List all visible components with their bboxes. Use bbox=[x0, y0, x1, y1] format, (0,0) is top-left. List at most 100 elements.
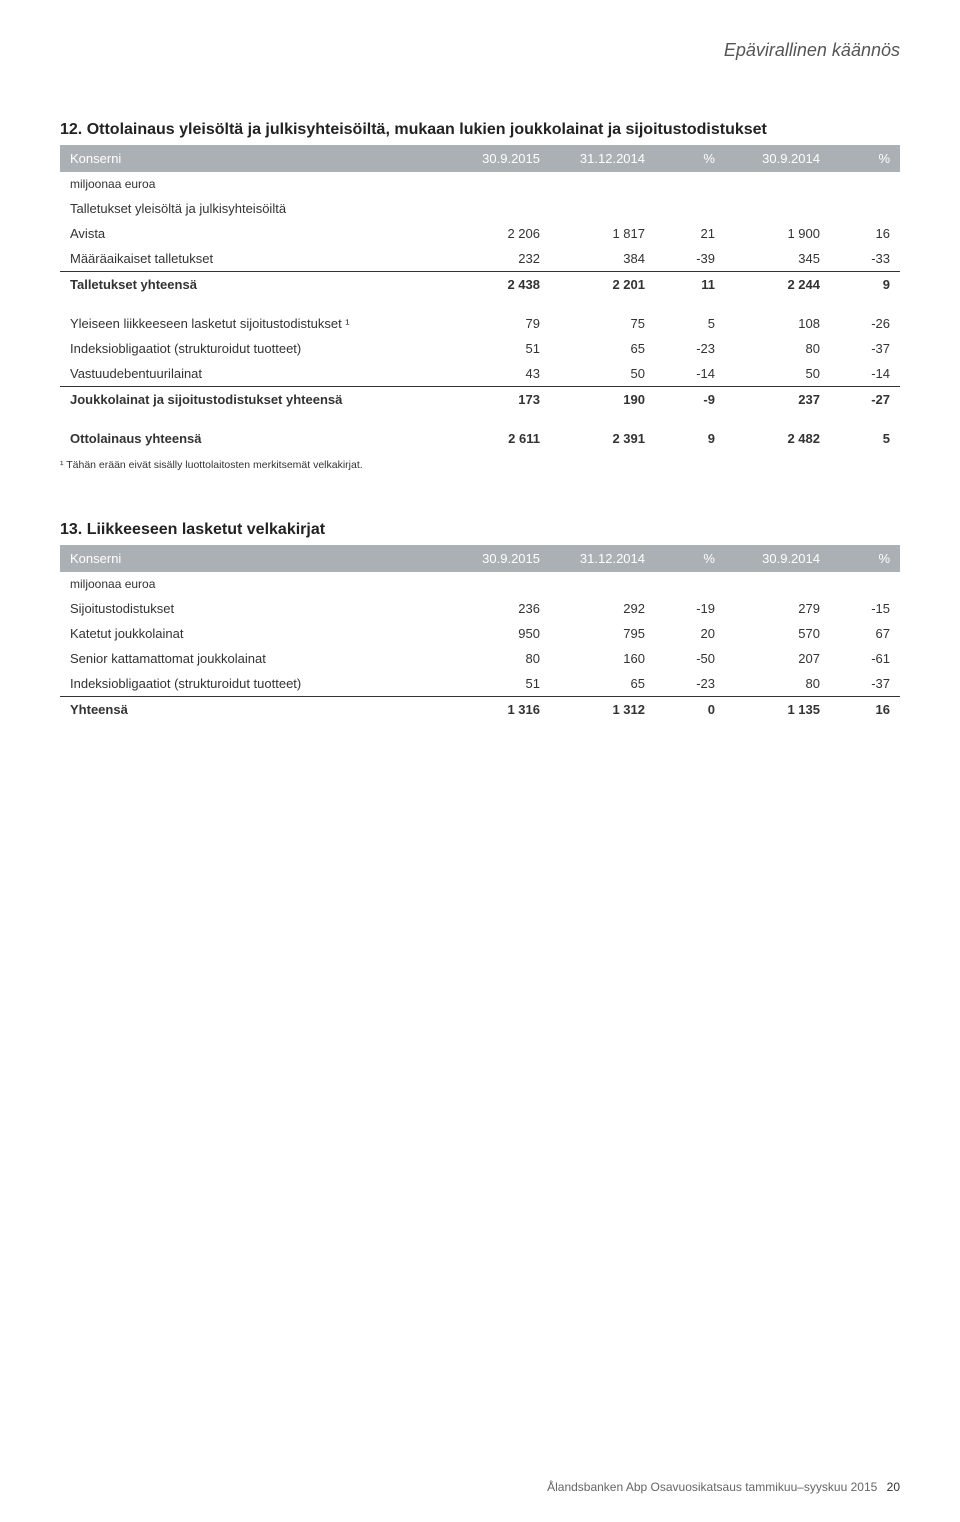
cell: 11 bbox=[655, 272, 725, 298]
cell: 0 bbox=[655, 697, 725, 723]
table13-total-row: Yhteensä 1 316 1 312 0 1 135 16 bbox=[60, 697, 900, 723]
cell-label: Talletukset yhteensä bbox=[60, 272, 445, 298]
cell: 5 bbox=[830, 426, 900, 451]
cell: 570 bbox=[725, 621, 830, 646]
cell: -23 bbox=[655, 671, 725, 697]
cell: -39 bbox=[655, 246, 725, 272]
table-row: Avista 2 206 1 817 21 1 900 16 bbox=[60, 221, 900, 246]
cell: -19 bbox=[655, 596, 725, 621]
cell-label: Senior kattamattomat joukkolainat bbox=[60, 646, 445, 671]
col-konserni: Konserni bbox=[60, 145, 445, 172]
cell: 190 bbox=[550, 387, 655, 413]
table12-footnote: ¹ Tähän erään eivät sisälly luottolaitos… bbox=[60, 459, 900, 471]
table-row: Määräaikaiset talletukset 232 384 -39 34… bbox=[60, 246, 900, 272]
page: Epävirallinen käännös 12. Ottolainaus yl… bbox=[0, 0, 960, 1522]
cell: -27 bbox=[830, 387, 900, 413]
col-d2: 31.12.2014 bbox=[550, 145, 655, 172]
cell: 160 bbox=[550, 646, 655, 671]
cell: 384 bbox=[550, 246, 655, 272]
subheader-row: miljoonaa euroa bbox=[60, 172, 900, 196]
table-row: Senior kattamattomat joukkolainat 80 160… bbox=[60, 646, 900, 671]
cell: 345 bbox=[725, 246, 830, 272]
table13: Konserni 30.9.2015 31.12.2014 % 30.9.201… bbox=[60, 545, 900, 722]
col-d1: 30.9.2015 bbox=[445, 145, 550, 172]
cell: 2 244 bbox=[725, 272, 830, 298]
subheader: miljoonaa euroa bbox=[60, 172, 445, 196]
cell: 2 391 bbox=[550, 426, 655, 451]
cell: 1 817 bbox=[550, 221, 655, 246]
cell-label: Yleiseen liikkeeseen lasketut sijoitusto… bbox=[60, 311, 445, 336]
cell: -37 bbox=[830, 671, 900, 697]
cell-label: Vastuudebentuurilainat bbox=[60, 361, 445, 387]
cell: 237 bbox=[725, 387, 830, 413]
cell: -61 bbox=[830, 646, 900, 671]
col-p2: % bbox=[830, 145, 900, 172]
table-row-subtotal: Joukkolainat ja sijoitustodistukset yhte… bbox=[60, 387, 900, 413]
cell: 65 bbox=[550, 671, 655, 697]
cell: 1 316 bbox=[445, 697, 550, 723]
col-konserni: Konserni bbox=[60, 545, 445, 572]
table12-total-row: Ottolainaus yhteensä 2 611 2 391 9 2 482… bbox=[60, 426, 900, 451]
col-d3: 30.9.2014 bbox=[725, 145, 830, 172]
cell-label: Katetut joukkolainat bbox=[60, 621, 445, 646]
cell-label: Joukkolainat ja sijoitustodistukset yhte… bbox=[60, 387, 445, 413]
cell: 50 bbox=[725, 361, 830, 387]
col-p1: % bbox=[655, 145, 725, 172]
cell: 5 bbox=[655, 311, 725, 336]
cell-label: Avista bbox=[60, 221, 445, 246]
cell: 80 bbox=[725, 671, 830, 697]
cell-label: Ottolainaus yhteensä bbox=[60, 426, 445, 451]
cell: 173 bbox=[445, 387, 550, 413]
table-row: Sijoitustodistukset 236 292 -19 279 -15 bbox=[60, 596, 900, 621]
spacer bbox=[60, 412, 900, 426]
col-d3: 30.9.2014 bbox=[725, 545, 830, 572]
cell: -14 bbox=[655, 361, 725, 387]
cell-label: Yhteensä bbox=[60, 697, 445, 723]
cell: 279 bbox=[725, 596, 830, 621]
cell: -15 bbox=[830, 596, 900, 621]
spacer bbox=[60, 297, 900, 311]
cell: 43 bbox=[445, 361, 550, 387]
cell-label: Talletukset yleisöltä ja julkisyhteisöil… bbox=[60, 196, 445, 221]
table13-header-row: Konserni 30.9.2015 31.12.2014 % 30.9.201… bbox=[60, 545, 900, 572]
cell: -14 bbox=[830, 361, 900, 387]
cell: 2 482 bbox=[725, 426, 830, 451]
cell: 2 206 bbox=[445, 221, 550, 246]
cell: 9 bbox=[830, 272, 900, 298]
table-row: Indeksiobligaatiot (strukturoidut tuotte… bbox=[60, 336, 900, 361]
table-row: Yleiseen liikkeeseen lasketut sijoitusto… bbox=[60, 311, 900, 336]
cell: 108 bbox=[725, 311, 830, 336]
col-p1: % bbox=[655, 545, 725, 572]
watermark-header: Epävirallinen käännös bbox=[60, 40, 900, 61]
cell-label: Määräaikaiset talletukset bbox=[60, 246, 445, 272]
cell bbox=[830, 196, 900, 221]
cell: 1 135 bbox=[725, 697, 830, 723]
cell: 207 bbox=[725, 646, 830, 671]
cell: 80 bbox=[445, 646, 550, 671]
cell: 67 bbox=[830, 621, 900, 646]
col-d2: 31.12.2014 bbox=[550, 545, 655, 572]
cell: 80 bbox=[725, 336, 830, 361]
table13-body: miljoonaa euroa Sijoitustodistukset 236 … bbox=[60, 572, 900, 722]
cell-label: Sijoitustodistukset bbox=[60, 596, 445, 621]
table-row-subtotal: Talletukset yhteensä 2 438 2 201 11 2 24… bbox=[60, 272, 900, 298]
table12-body: miljoonaa euroa Talletukset yleisöltä ja… bbox=[60, 172, 900, 451]
cell: 9 bbox=[655, 426, 725, 451]
cell: 21 bbox=[655, 221, 725, 246]
table13-title: 13. Liikkeeseen lasketut velkakirjat bbox=[60, 521, 900, 539]
cell: 75 bbox=[550, 311, 655, 336]
cell: -50 bbox=[655, 646, 725, 671]
cell: -33 bbox=[830, 246, 900, 272]
cell bbox=[550, 196, 655, 221]
cell: 51 bbox=[445, 336, 550, 361]
cell: 65 bbox=[550, 336, 655, 361]
cell-label: Indeksiobligaatiot (strukturoidut tuotte… bbox=[60, 671, 445, 697]
cell: 50 bbox=[550, 361, 655, 387]
cell: 236 bbox=[445, 596, 550, 621]
cell: 795 bbox=[550, 621, 655, 646]
table-row: Talletukset yleisöltä ja julkisyhteisöil… bbox=[60, 196, 900, 221]
table12-header-row: Konserni 30.9.2015 31.12.2014 % 30.9.201… bbox=[60, 145, 900, 172]
cell bbox=[655, 196, 725, 221]
table-row: Indeksiobligaatiot (strukturoidut tuotte… bbox=[60, 671, 900, 697]
cell: -9 bbox=[655, 387, 725, 413]
